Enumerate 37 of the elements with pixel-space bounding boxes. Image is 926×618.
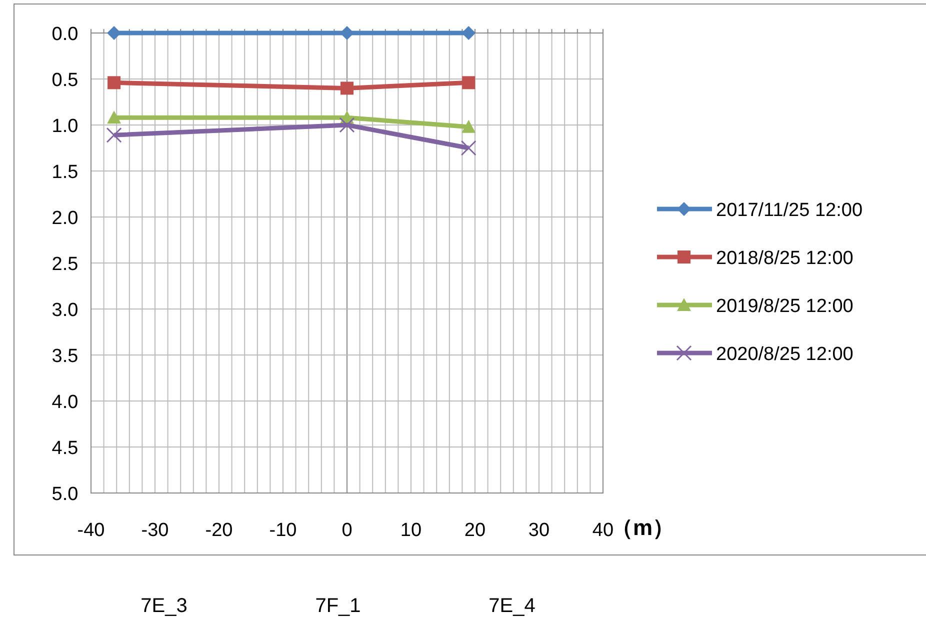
x-tick-label: -40 <box>77 520 105 541</box>
x-tick-label: 40 <box>592 520 614 541</box>
text: 7F_1 <box>315 595 361 617</box>
point <box>339 117 355 133</box>
y-tick-label: 2.5 <box>52 254 78 275</box>
point <box>106 127 122 143</box>
y-tick-label: 0.0 <box>52 24 78 45</box>
y-tick-label: 2.0 <box>52 208 78 229</box>
x-tick-label: 30 <box>528 520 550 541</box>
x-tick-label: 20 <box>464 520 486 541</box>
text: 7E_3 <box>140 595 188 617</box>
point <box>462 76 476 90</box>
legend-label: 2019/8/25 12:00 <box>716 296 854 317</box>
legend-label: 2018/8/25 12:00 <box>716 248 854 269</box>
x-tick-label: -10 <box>269 520 297 541</box>
x-tick-label: -30 <box>141 520 169 541</box>
y-tick-label: 3.0 <box>52 300 78 321</box>
text: 7E_4 <box>488 595 536 617</box>
x-tick-label: 10 <box>400 520 422 541</box>
point <box>107 110 122 124</box>
y-tick-label: 4.5 <box>52 438 78 459</box>
point <box>340 82 354 95</box>
y-tick-label: 4.0 <box>52 392 78 413</box>
point <box>462 120 476 133</box>
point <box>460 140 476 156</box>
x-tick-label: -20 <box>205 520 233 541</box>
y-tick-label: 3.5 <box>52 346 78 367</box>
y-tick-label: 5.0 <box>52 484 78 505</box>
y-tick-label: 1.0 <box>52 116 78 137</box>
point <box>462 26 476 40</box>
x-tick-label: 0 <box>342 520 352 541</box>
y-tick-label: 0.5 <box>52 70 78 91</box>
point <box>340 26 354 40</box>
point <box>108 76 121 90</box>
legend-label: 2020/8/25 12:00 <box>716 344 854 365</box>
y-tick-label: 1.5 <box>52 162 78 183</box>
legend-label: 2017/11/25 12:00 <box>716 200 863 221</box>
